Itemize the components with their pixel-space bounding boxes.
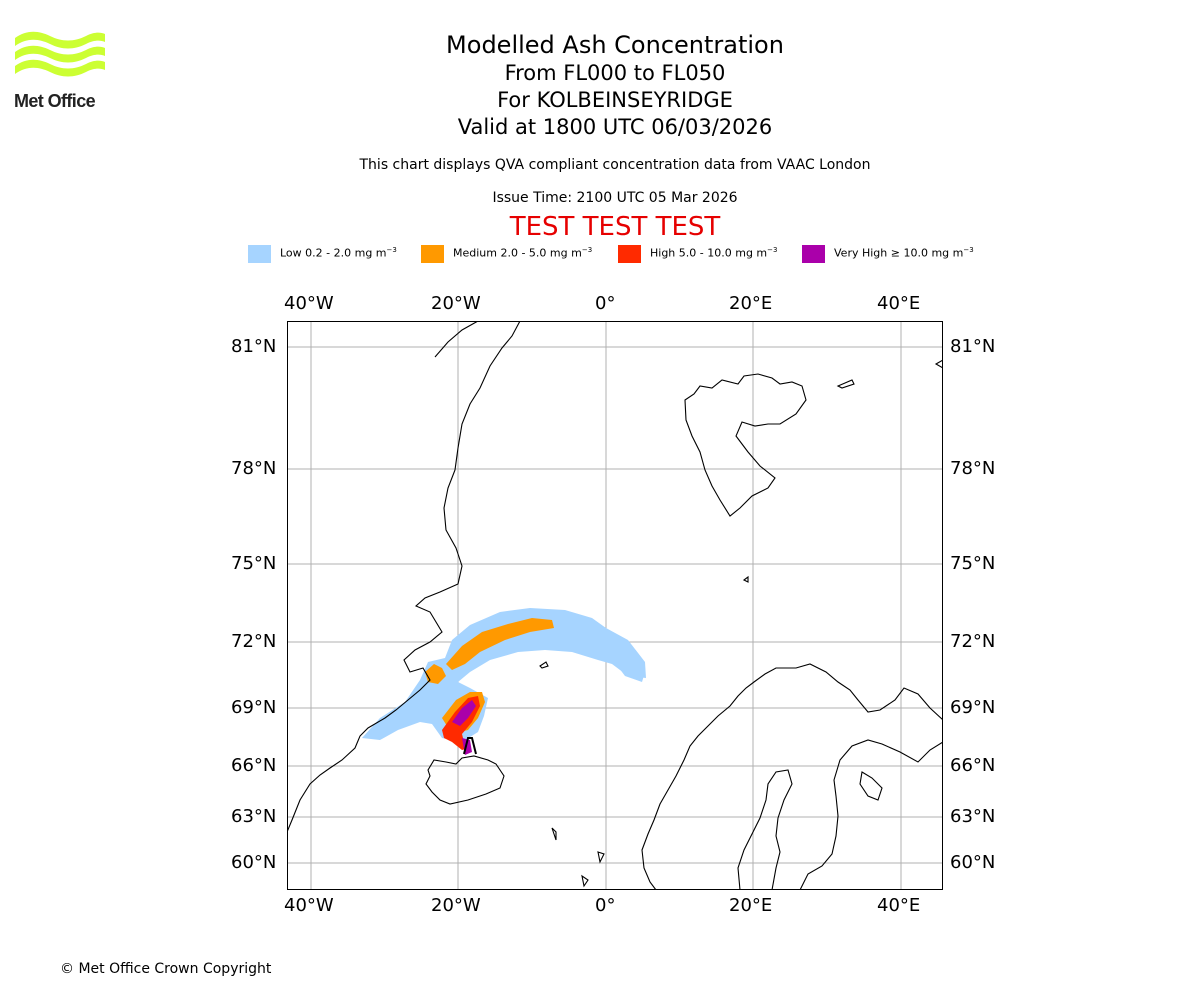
lat-label-left-69n: 69°N [231, 697, 277, 718]
legend-high-label: High 5.0 - 10.0 mg m [650, 246, 768, 260]
copyright-notice: © Met Office Crown Copyright [60, 961, 272, 977]
jan-mayen-island [539, 661, 549, 669]
location-title: For KOLBEINSEYRIDGE [497, 88, 733, 112]
baltic-coast [737, 769, 793, 890]
svalbard-coast [684, 373, 807, 517]
chart-titles: Modelled Ash Concentration From FL000 to… [0, 30, 1200, 141]
issue-time: Issue Time: 2100 UTC 05 Mar 2026 [492, 190, 738, 206]
lon-label-bottom-20w: 20°W [431, 895, 481, 916]
lon-label-bottom-20e: 20°E [729, 895, 773, 916]
valid-time: Valid at 1800 UTC 06/03/2026 [457, 115, 773, 139]
iceland-coast [425, 755, 505, 805]
scandinavia-coast [641, 663, 943, 890]
lon-label-bottom-40w: 40°W [284, 895, 334, 916]
lat-label-right-72n: 72°N [950, 631, 996, 652]
lat-label-right-63n: 63°N [950, 806, 996, 827]
graticule [287, 321, 943, 890]
legend-very-high-swatch [802, 245, 825, 263]
lat-label-left-63n: 63°N [231, 806, 277, 827]
finland-coast [799, 739, 943, 890]
kolbeinsey-volcano-marker [463, 737, 477, 755]
met-office-waves-icon [15, 31, 105, 77]
lat-label-left-72n: 72°N [231, 631, 277, 652]
shetland-faroes [551, 827, 605, 888]
kola-peninsula [859, 771, 883, 801]
lat-label-left-75n: 75°N [231, 553, 277, 574]
lat-label-right-66n: 66°N [950, 755, 996, 776]
flight-level-range: From FL000 to FL050 [504, 61, 726, 85]
lat-label-right-60n: 60°N [950, 852, 996, 873]
lat-label-left-78n: 78°N [231, 458, 277, 479]
lon-label-bottom-0: 0° [595, 895, 616, 916]
legend-low-swatch [248, 245, 271, 263]
lat-label-left-81n: 81°N [231, 336, 277, 357]
bear-island [742, 575, 749, 583]
lat-label-right-78n: 78°N [950, 458, 996, 479]
test-banner: TEST TEST TEST [509, 212, 721, 242]
lat-label-right-75n: 75°N [950, 553, 996, 574]
legend-very-high-label: Very High ≥ 10.0 mg m [834, 246, 964, 260]
chart-description: This chart displays QVA compliant concen… [359, 157, 871, 173]
lat-label-right-69n: 69°N [950, 697, 996, 718]
met-office-logo: Met Office [14, 30, 109, 115]
lat-label-left-66n: 66°N [231, 755, 277, 776]
lat-label-left-60n: 60°N [231, 852, 277, 873]
coastlines [287, 321, 943, 890]
lon-label-top-20w: 20°W [431, 293, 481, 314]
lon-label-top-0: 0° [595, 293, 616, 314]
lon-label-top-40w: 40°W [284, 293, 334, 314]
logo-wordmark: Met Office [14, 91, 96, 111]
lon-label-bottom-40e: 40°E [877, 895, 921, 916]
chart-title: Modelled Ash Concentration [446, 31, 784, 59]
legend-medium-swatch [421, 245, 444, 263]
legend-medium-label: Medium 2.0 - 5.0 mg m [453, 246, 582, 260]
lon-label-top-40e: 40°E [877, 293, 921, 314]
legend-low-label: Low 0.2 - 2.0 mg m [280, 246, 387, 260]
franz-josef-land [836, 359, 943, 389]
lat-label-right-81n: 81°N [950, 336, 996, 357]
greenland-coast [287, 321, 521, 833]
map-frame [287, 321, 943, 890]
legend-high-swatch [618, 245, 641, 263]
lon-label-top-20e: 20°E [729, 293, 773, 314]
ash-low-zone [362, 608, 646, 742]
